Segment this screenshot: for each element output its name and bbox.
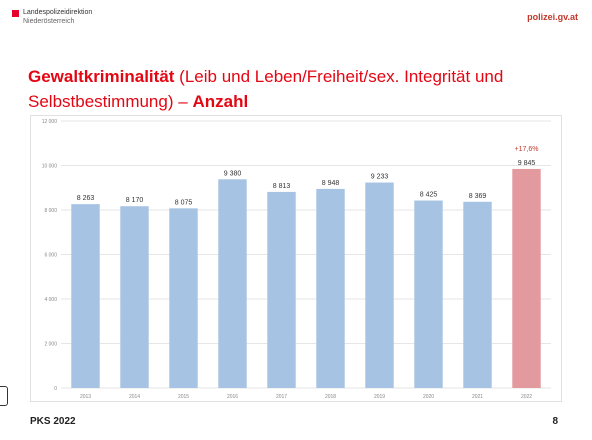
header: Landespolizeidirektion Niederösterreich … — [0, 0, 592, 36]
bar — [316, 188, 345, 388]
footer-label: PKS 2022 — [30, 416, 76, 427]
y-tick-label: 10 000 — [42, 164, 58, 170]
chart-panel: 0 2 000 4 000 6 000 8 000 10 000 12 000 8 263 20… — [30, 115, 562, 402]
y-tick-label: 6 000 — [44, 253, 57, 259]
slide-title: Gewaltkriminalität (Leib und Leben/Freih… — [28, 64, 573, 114]
x-tick-label: 2014 — [129, 394, 140, 400]
bar — [512, 168, 541, 388]
y-tick-label: 8 000 — [44, 208, 57, 214]
title-paren: (Leib und Leben/Freiheit/sex. Integrität… — [28, 67, 504, 111]
x-tick-label: 2018 — [325, 394, 336, 400]
title-end: Anzahl — [192, 92, 249, 111]
data-label: 9 845 — [518, 160, 536, 167]
x-tick-label: 2021 — [472, 394, 483, 400]
org-line2: Niederösterreich — [23, 18, 75, 25]
data-label: 8 813 — [273, 183, 291, 190]
bar — [120, 206, 149, 388]
annotation-label: +17,6% — [515, 146, 539, 153]
bar — [169, 208, 198, 388]
x-tick-label: 2016 — [227, 394, 238, 400]
org-line1: Landespolizeidirektion — [23, 9, 93, 16]
data-label: 8 425 — [420, 192, 438, 199]
x-tick-label: 2019 — [374, 394, 385, 400]
x-tick-label: 2015 — [178, 394, 189, 400]
x-tick-label: 2020 — [423, 394, 434, 400]
y-tick-label: 0 — [54, 386, 57, 392]
data-label: 9 233 — [371, 174, 389, 181]
page-number: 8 — [552, 416, 558, 427]
data-label: 8 170 — [126, 197, 144, 204]
title-dash: – — [178, 92, 188, 111]
data-label: 9 380 — [224, 170, 242, 177]
bar — [463, 201, 492, 388]
x-tick-label: 2017 — [276, 394, 287, 400]
bar — [365, 182, 394, 388]
eagle-icon — [12, 10, 19, 17]
site-link[interactable]: polizei.gv.at — [527, 12, 578, 22]
y-tick-label: 12 000 — [42, 119, 58, 125]
data-label: 8 369 — [469, 193, 487, 200]
bar — [267, 191, 296, 388]
data-label: 8 948 — [322, 180, 340, 187]
side-tab-handle[interactable] — [0, 386, 8, 406]
data-label: 8 075 — [175, 199, 193, 206]
data-label: 8 263 — [77, 195, 95, 202]
bar-chart: 0 2 000 4 000 6 000 8 000 10 000 12 000 8 263 20… — [42, 119, 551, 400]
bar — [218, 179, 247, 388]
y-tick-label: 2 000 — [44, 342, 57, 348]
title-main: Gewaltkriminalität — [28, 67, 175, 86]
police-logo[interactable]: Landespolizeidirektion Niederösterreich — [12, 8, 92, 26]
x-tick-label: 2022 — [521, 394, 532, 400]
org-name: Landespolizeidirektion Niederösterreich — [23, 8, 92, 26]
x-tick-label: 2013 — [80, 394, 91, 400]
bar — [71, 204, 100, 388]
bar — [414, 200, 443, 388]
y-tick-label: 4 000 — [44, 297, 57, 303]
